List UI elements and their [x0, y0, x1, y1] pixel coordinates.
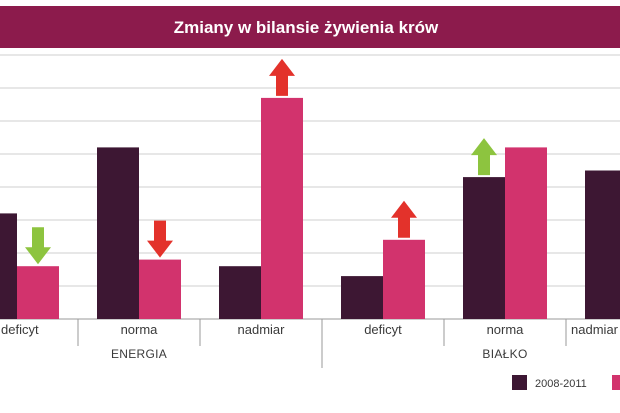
- arrow-down-icon-1: [147, 220, 173, 258]
- bar-series-2-deficyt-3: [383, 239, 425, 319]
- bar-series-2-norma-1: [139, 259, 181, 319]
- arrow-up-icon-3: [391, 200, 417, 238]
- legend-swatch-series-2: [612, 375, 620, 390]
- bar-series-2-nadmiar-2: [261, 97, 303, 320]
- legend: 2008-2011: [512, 375, 620, 390]
- legend-label-2008-2011: 2008-2011: [535, 378, 587, 390]
- arrow-down-icon-0: [25, 227, 51, 265]
- bar-series-2-deficyt-0: [17, 266, 59, 319]
- legend-swatch-2008-2011: [512, 375, 527, 390]
- bar-2008-2011-deficyt-3: [341, 276, 383, 319]
- title-bar: [0, 6, 620, 48]
- bar-2008-2011-nadmiar-2: [219, 266, 261, 319]
- chart-title: Zmiany w bilansie żywienia krów: [174, 18, 439, 37]
- bar-2008-2011-nadmiar-5: [585, 170, 620, 319]
- group-label-1: BIAŁKO: [482, 347, 527, 361]
- x-tick-label-4: norma: [487, 322, 525, 337]
- x-tick-label-0: deficyt: [1, 322, 39, 337]
- arrow-up-icon-4: [471, 138, 497, 176]
- x-tick-label-5: nadmiar: [571, 322, 619, 337]
- bar-2008-2011-norma-4: [463, 177, 505, 319]
- bars: [0, 97, 620, 320]
- bar-2008-2011-deficyt-0: [0, 213, 17, 319]
- x-axis: deficyt norma nadmiar deficyt norma nadmiar EN…: [1, 319, 619, 368]
- x-tick-label-1: norma: [121, 322, 159, 337]
- bar-2008-2011-norma-1: [97, 147, 139, 319]
- bar-series-2-norma-4: [505, 147, 547, 319]
- group-label-0: ENERGIA: [111, 347, 167, 361]
- x-tick-label-2: nadmiar: [238, 322, 286, 337]
- x-tick-label-3: deficyt: [364, 322, 402, 337]
- arrow-up-icon-2: [269, 58, 295, 96]
- change-arrows: [25, 58, 497, 265]
